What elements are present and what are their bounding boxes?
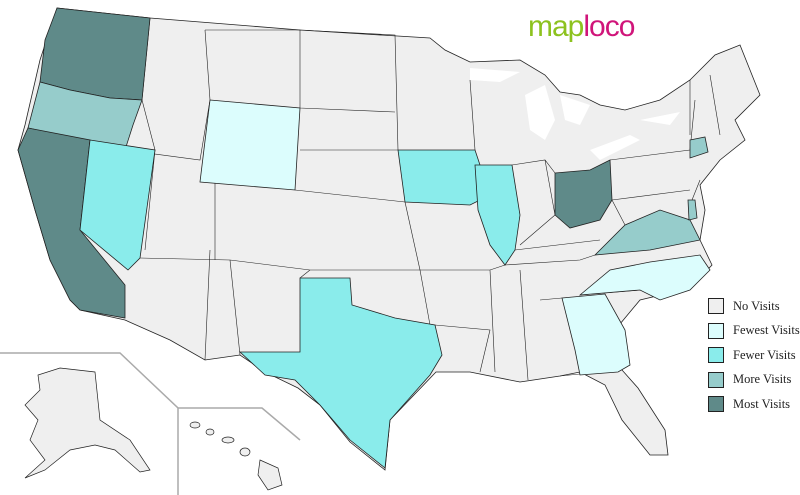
legend-swatch: [708, 322, 724, 339]
state-alaska[interactable]: [24, 367, 151, 479]
state-connecticut[interactable]: [689, 136, 709, 159]
legend: No Visits Fewest Visits Fewer Visits More V…: [708, 294, 800, 417]
legend-item-most: Most Visits: [708, 392, 800, 417]
logo-text-map: map: [528, 10, 584, 43]
legend-item-fewer: Fewer Visits: [708, 343, 800, 368]
state-georgia[interactable]: [561, 293, 631, 376]
legend-label: Fewer Visits: [733, 347, 796, 362]
legend-item-more: More Visits: [708, 368, 800, 393]
state-delaware[interactable]: [687, 199, 698, 221]
logo-text-loco: loco: [583, 10, 635, 43]
state-wyoming[interactable]: [199, 99, 301, 191]
hawaii-inset-border: [178, 407, 301, 441]
legend-swatch: [708, 298, 724, 315]
great-lakes: [470, 68, 680, 160]
maploco-logo: maploco: [528, 10, 635, 44]
legend-swatch: [708, 347, 724, 364]
legend-label: More Visits: [733, 372, 792, 387]
state-illinois[interactable]: [474, 164, 521, 266]
legend-swatch: [708, 396, 724, 413]
legend-label: Most Visits: [733, 396, 791, 411]
legend-item-none: No Visits: [708, 294, 800, 319]
us-landmass: [17, 7, 761, 471]
legend-item-fewest: Fewest Visits: [708, 319, 800, 344]
state-nevada[interactable]: [79, 139, 156, 271]
state-ohio[interactable]: [554, 159, 613, 229]
alaska-inset-border: [0, 352, 179, 495]
state-texas[interactable]: [238, 277, 443, 469]
state-hawaii[interactable]: [189, 421, 283, 491]
legend-label: Fewest Visits: [733, 323, 800, 338]
legend-swatch: [708, 371, 724, 388]
legend-label: No Visits: [733, 298, 780, 313]
state-north-carolina[interactable]: [578, 254, 711, 301]
